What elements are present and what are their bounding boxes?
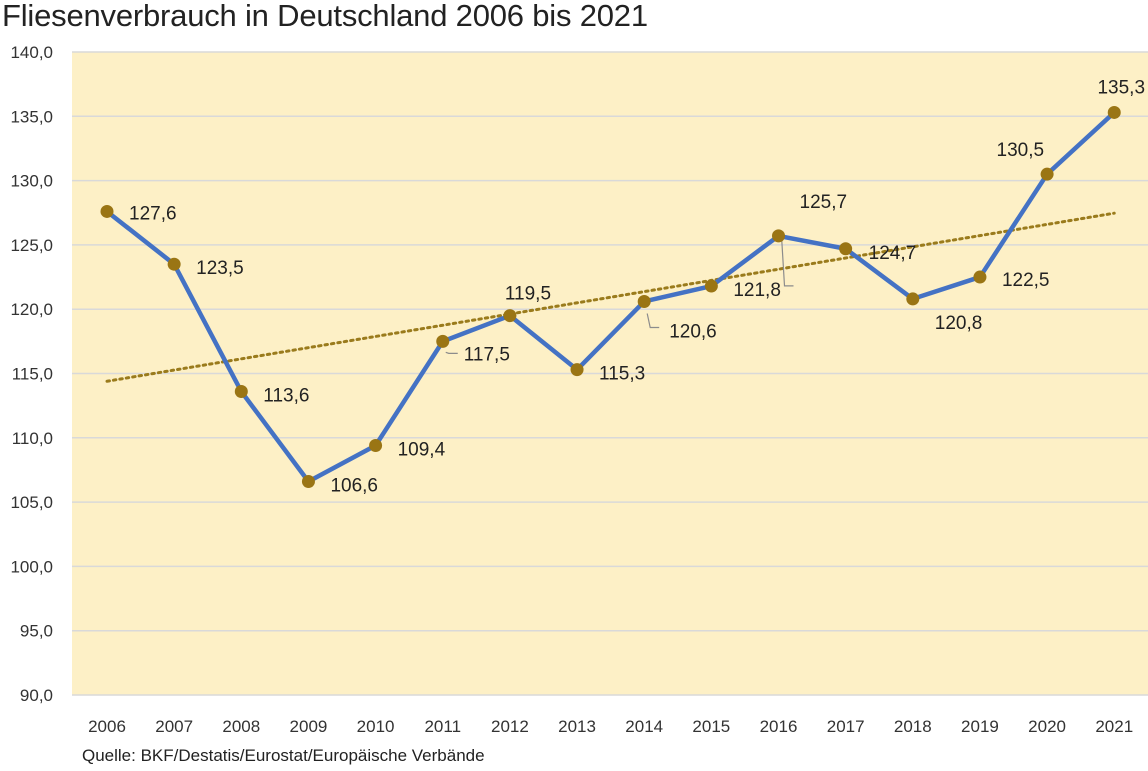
source-note: Quelle: BKF/Destatis/Eurostat/Europäisch… — [82, 746, 485, 765]
data-label: 117,5 — [464, 344, 510, 365]
x-tick-label: 2011 — [424, 717, 461, 736]
data-label: 106,6 — [330, 476, 378, 497]
x-tick-label: 2015 — [692, 717, 730, 736]
y-tick-label: 120,0 — [10, 300, 53, 319]
x-tick-label: 2020 — [1028, 717, 1066, 736]
data-label: 120,8 — [935, 313, 983, 334]
data-label: 119,5 — [505, 284, 551, 305]
trendline — [105, 211, 1116, 383]
x-tick-label: 2009 — [290, 717, 328, 736]
data-point — [839, 242, 853, 256]
y-tick-label: 115,0 — [12, 365, 53, 384]
y-tick-label: 95,0 — [20, 622, 53, 641]
x-tick-label: 2013 — [558, 717, 596, 736]
data-point — [1107, 105, 1121, 119]
y-tick-label: 100,0 — [10, 557, 53, 576]
data-point — [503, 309, 517, 323]
y-tick-label: 130,0 — [10, 172, 53, 191]
label-leader-lines — [445, 235, 794, 354]
x-tick-label: 2019 — [961, 717, 999, 736]
data-label: 127,6 — [129, 203, 177, 224]
data-label: 120,6 — [669, 321, 717, 342]
data-point — [234, 385, 248, 399]
data-label: 121,8 — [733, 280, 781, 301]
y-tick-label: 135,0 — [10, 107, 53, 126]
chart-title: Fliesenverbrauch in Deutschland 2006 bis… — [2, 0, 648, 33]
data-label: 125,7 — [800, 192, 848, 213]
y-tick-label: 90,0 — [20, 686, 53, 705]
data-point — [973, 270, 987, 284]
y-tick-label: 140,0 — [10, 43, 53, 62]
data-point — [570, 363, 584, 377]
x-tick-label: 2008 — [222, 717, 260, 736]
data-label: 113,6 — [263, 386, 309, 407]
y-tick-label: 110,0 — [12, 429, 53, 448]
data-label: 122,5 — [1002, 270, 1050, 291]
data-point — [906, 292, 920, 306]
x-tick-label: 2010 — [357, 717, 395, 736]
x-axis: 2006 2007 2008 2009 2010 2011 2012 2013 2014 2015… — [88, 717, 1133, 736]
x-tick-label: 2007 — [155, 717, 193, 736]
data-point — [436, 334, 450, 348]
x-tick-label: 2014 — [625, 717, 663, 736]
data-point — [301, 475, 315, 489]
data-point — [637, 294, 651, 308]
data-points — [100, 105, 1121, 489]
leader-line — [445, 351, 458, 354]
x-tick-label: 2006 — [88, 717, 126, 736]
leader-line — [646, 313, 660, 329]
x-tick-label: 2018 — [894, 717, 932, 736]
x-tick-label: 2021 — [1095, 717, 1133, 736]
data-labels: 127,6 123,5 113,6 106,6 109,4 117,5 119,5 115,3… — [129, 77, 1145, 496]
series-line — [105, 110, 1116, 484]
data-label: 135,3 — [1097, 77, 1145, 98]
gridlines — [72, 51, 1148, 696]
x-tick-label: 2016 — [760, 717, 798, 736]
data-label: 130,5 — [997, 140, 1045, 161]
data-point — [167, 257, 181, 271]
data-label: 123,5 — [196, 258, 244, 279]
data-label: 109,4 — [398, 440, 446, 461]
data-point — [704, 279, 718, 293]
data-point — [369, 439, 383, 453]
leader-line — [780, 235, 794, 287]
x-tick-label: 2017 — [827, 717, 865, 736]
data-point — [772, 229, 785, 243]
data-point — [100, 204, 114, 218]
x-tick-label: 2012 — [491, 717, 529, 736]
y-axis: 90,0 95,0 100,0 105,0 110,0 115,0 120,0 125,0 13… — [10, 43, 53, 705]
data-point — [1040, 167, 1054, 181]
data-label: 115,3 — [599, 364, 645, 385]
y-tick-label: 125,0 — [10, 236, 53, 255]
y-tick-label: 105,0 — [10, 493, 53, 512]
data-label: 124,7 — [869, 243, 917, 264]
